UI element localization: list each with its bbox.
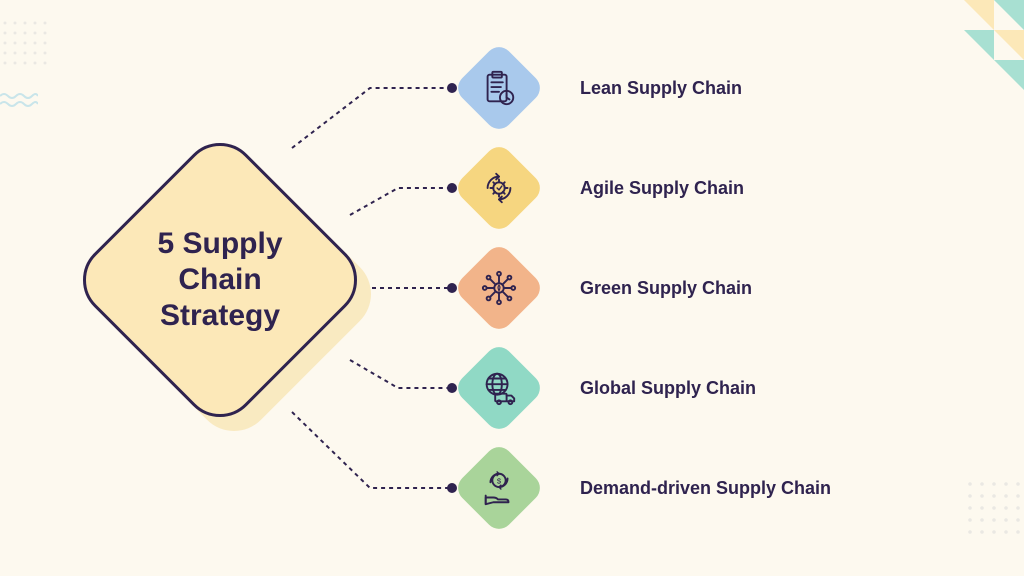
central-title: 5 Supply Chain Strategy	[70, 130, 370, 430]
strategy-item-agile: Agile Supply Chain	[460, 138, 1000, 238]
strategy-item-global: Global Supply Chain	[460, 338, 1000, 438]
item-label-green: Green Supply Chain	[580, 278, 752, 299]
strategy-list: Lean Supply Chain Agile Supply Chain	[460, 38, 1000, 538]
item-diamond-global	[452, 341, 545, 434]
item-diamond-lean	[452, 41, 545, 134]
item-label-lean: Lean Supply Chain	[580, 78, 742, 99]
item-diamond-green	[452, 241, 545, 334]
svg-text:$: $	[497, 476, 502, 485]
hand-coin-icon: $	[480, 469, 518, 507]
decoration-wave-icon	[0, 92, 38, 108]
item-label-agile: Agile Supply Chain	[580, 178, 744, 199]
title-line-1: 5 Supply	[157, 227, 282, 260]
strategy-item-lean: Lean Supply Chain	[460, 38, 1000, 138]
strategy-item-green: Green Supply Chain	[460, 238, 1000, 338]
item-label-demand: Demand-driven Supply Chain	[580, 478, 831, 499]
clipboard-clock-icon	[480, 69, 518, 107]
globe-truck-icon	[480, 369, 518, 407]
infographic-canvas: 5 Supply Chain Strategy	[0, 0, 1024, 576]
central-diamond: 5 Supply Chain Strategy	[70, 130, 370, 430]
item-diamond-agile	[452, 141, 545, 234]
item-diamond-demand: $	[452, 441, 545, 534]
title-line-3: Strategy	[160, 299, 280, 332]
cycle-gear-icon	[480, 169, 518, 207]
item-label-global: Global Supply Chain	[580, 378, 756, 399]
title-line-2: Chain	[178, 263, 261, 296]
leaf-network-icon	[480, 269, 518, 307]
strategy-item-demand: $ Demand-driven Supply Chain	[460, 438, 1000, 538]
decoration-dots-top-left	[0, 18, 50, 68]
